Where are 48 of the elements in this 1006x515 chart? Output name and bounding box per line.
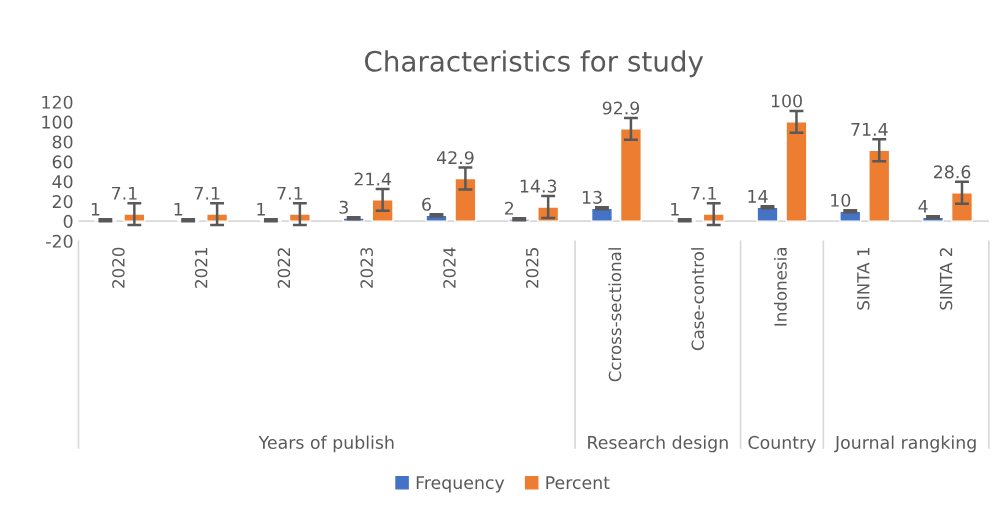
y-tick-label: 80 [52, 135, 73, 149]
data-label: 14 [748, 189, 768, 203]
data-label: 71.4 [851, 123, 888, 136]
x-tick-label: Ccross-sectional [608, 248, 622, 382]
text: Country [748, 435, 816, 453]
data-label: 3 [339, 200, 348, 214]
text: Years of publish [258, 435, 394, 453]
data-label: 1 [671, 202, 679, 216]
legend-label: Percent [546, 476, 610, 490]
data-label: 7.1 [112, 186, 137, 200]
x-tick-label: 2021 [194, 248, 208, 288]
y-tick-label: 40 [52, 175, 73, 189]
x-tick-label: 2023 [360, 247, 373, 288]
x-tick-label: 2022 [277, 248, 291, 288]
data-label: 6 [422, 197, 431, 211]
y-tick-label: 20 [52, 195, 73, 209]
chart-title: Characteristics for study [364, 50, 704, 78]
y-tick-label: 120 [42, 95, 73, 109]
text: Journal rangking [834, 435, 976, 453]
data-label: 13 [582, 190, 602, 204]
data-label: 28.6 [934, 165, 971, 179]
data-label: 7.1 [194, 186, 220, 200]
y-tick-label: 100 [42, 115, 73, 129]
data-label: 1 [91, 202, 100, 216]
data-label: 21.4 [354, 172, 392, 186]
data-label: 14.3 [520, 179, 557, 193]
legend-label: Frequency [416, 476, 505, 493]
x-tick-label: Case-control [691, 248, 705, 351]
data-label: 1 [257, 202, 265, 216]
data-label: 1 [174, 202, 183, 216]
x-tick-label: 2025 [525, 248, 539, 288]
y-tick-label: -20 [46, 234, 73, 248]
x-tick-label: SINTA 2 [939, 248, 953, 310]
x-tick-label: SINTA 1 [856, 248, 870, 310]
data-label: 2 [505, 201, 514, 215]
x-tick-label: 2020 [112, 247, 125, 288]
y-tick-label: 60 [52, 155, 73, 169]
data-label: 100 [771, 94, 802, 108]
y-tick-label: 0 [63, 214, 73, 228]
x-tick-label: Indonesia [773, 248, 787, 326]
x-tick-label: 2024 [443, 247, 456, 288]
data-label: 7.1 [691, 186, 716, 200]
data-label: 10 [831, 193, 851, 207]
data-label: 7.1 [277, 186, 303, 200]
data-label: 92.9 [602, 101, 640, 115]
text: Research design [588, 435, 728, 453]
data-label: 42.9 [436, 151, 474, 165]
data-label: 4 [918, 199, 928, 213]
